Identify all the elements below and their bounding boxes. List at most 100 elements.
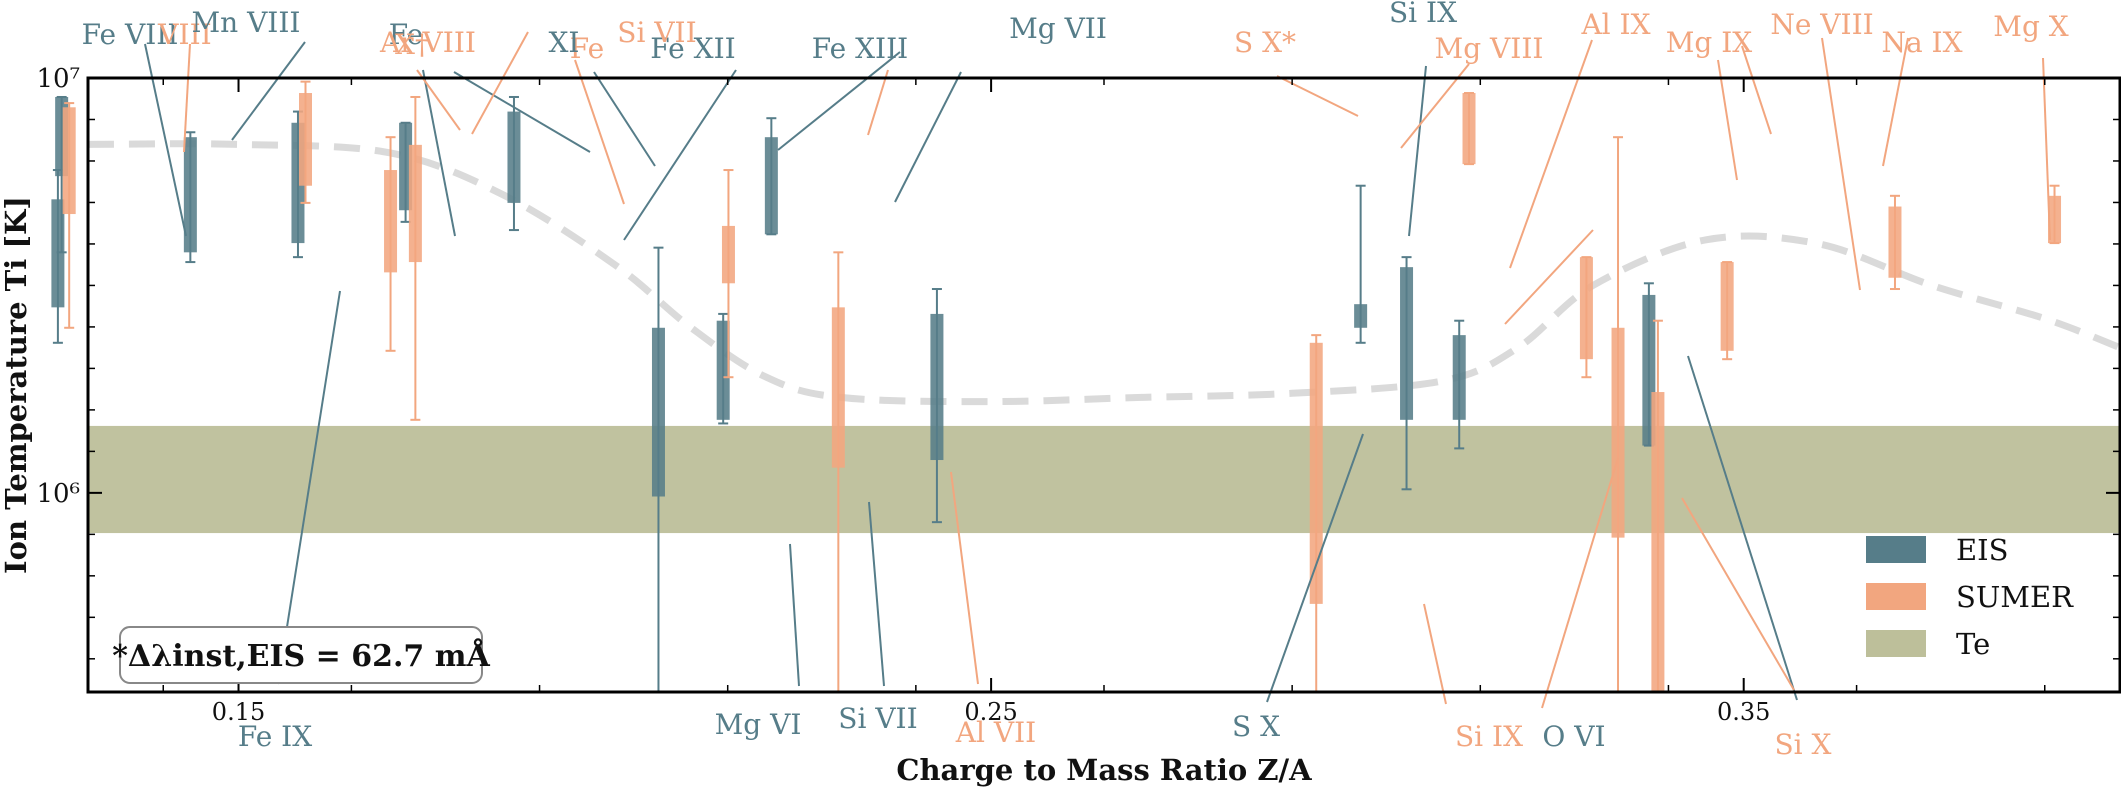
- ion-label: Mg IX: [1666, 26, 1753, 59]
- ion-label: Mn VIII: [191, 6, 300, 39]
- eis-bar: [930, 288, 944, 524]
- sumer-bar: [408, 95, 422, 421]
- sumer-bar: [62, 102, 76, 329]
- ion-label: Fe: [570, 32, 604, 65]
- y-tick-label: 10⁷: [36, 64, 80, 94]
- sumer-bar: [1611, 136, 1625, 692]
- sumer-box: [831, 307, 845, 468]
- sumer-box: [1611, 327, 1625, 538]
- label-leader-line: [1687, 355, 1798, 701]
- sumer-bar: [298, 80, 312, 204]
- eis-box: [651, 327, 665, 497]
- ion-label: Ne VIII: [1770, 8, 1873, 41]
- sumer-bar: [1888, 194, 1902, 291]
- x-tick-label: 0.25: [964, 698, 1017, 726]
- label-leader-line: [593, 71, 656, 167]
- ion-label: Si VII: [838, 702, 917, 735]
- eis-bar: [507, 95, 521, 232]
- label-leader-line: [868, 501, 885, 687]
- eis-box: [764, 137, 778, 235]
- label-leader-line: [1821, 37, 1861, 291]
- eis-box: [930, 313, 944, 461]
- sumer-bar: [721, 169, 735, 379]
- sumer-box: [1651, 392, 1665, 692]
- sumer-bar: [1462, 92, 1476, 166]
- model-temperature-curve: [87, 140, 2121, 406]
- ion-label: Fe: [389, 18, 423, 51]
- ion-label: Fe IX: [238, 720, 312, 753]
- sumer-box: [1579, 257, 1593, 360]
- label-leader-line: [623, 69, 737, 241]
- legend-label: SUMER: [1956, 580, 2074, 614]
- ion-label: Na IX: [1881, 26, 1962, 59]
- ion-label: Si X: [1775, 728, 1832, 761]
- label-leader-line: [1717, 59, 1738, 181]
- sumer-bar: [1309, 334, 1323, 692]
- sumer-box: [62, 107, 76, 215]
- legend-swatch: [1866, 536, 1926, 563]
- ion-label: Mg X: [1993, 10, 2068, 43]
- label-leader-line: [574, 59, 625, 205]
- label-leader-line: [789, 543, 800, 687]
- sumer-box: [2048, 195, 2062, 244]
- label-leader-line: [2042, 57, 2051, 241]
- x-axis-label: Charge to Mass Ratio Z/A: [896, 753, 1312, 787]
- eis-bar: [716, 312, 730, 425]
- label-leader-line: [1882, 37, 1909, 167]
- label-leader-line: [277, 290, 341, 685]
- sumer-bar: [1720, 261, 1734, 361]
- instrument-annotation: *Δλinst,EIS = 62.7 mÅ: [112, 638, 490, 674]
- eis-box: [1354, 304, 1368, 328]
- eis-box: [1400, 267, 1414, 420]
- te-band: [88, 425, 2120, 534]
- sumer-box: [298, 93, 312, 186]
- sumer-box: [408, 144, 422, 263]
- ion-label: Fe XIII: [812, 32, 908, 65]
- eis-bar: [1452, 319, 1466, 450]
- ion-label: Al VII: [955, 716, 1036, 749]
- sumer-box: [1720, 262, 1734, 351]
- ion-label: Mg VII: [1009, 12, 1107, 45]
- sumer-bar: [384, 136, 398, 352]
- label-leader-line: [867, 69, 889, 136]
- sumer-bar: [831, 251, 845, 692]
- ion-label: S X*: [1234, 26, 1296, 59]
- eis-box: [507, 111, 521, 203]
- legend-label: EIS: [1956, 533, 2009, 567]
- eis-bar: [651, 246, 665, 692]
- sumer-box: [1888, 206, 1902, 278]
- label-leader-line: [950, 471, 979, 685]
- annotation-box: [119, 626, 483, 684]
- ion-label: Fe VIII: [82, 18, 179, 51]
- sumer-box: [1462, 93, 1476, 165]
- eis-box: [399, 122, 413, 211]
- label-leader-line: [183, 43, 191, 153]
- sumer-box: [384, 170, 398, 273]
- eis-bar: [1354, 184, 1368, 344]
- label-leader-line: [422, 69, 456, 237]
- x-tick-label: 0.35: [1717, 698, 1770, 726]
- label-leader-line: [1541, 457, 1619, 709]
- eis-box: [716, 320, 730, 420]
- legend-swatch: [1866, 630, 1926, 657]
- label-leader-line: [1266, 433, 1364, 703]
- label-leader-line: [894, 71, 962, 203]
- y-axis-label: Ion Temperature Ti [K]: [0, 196, 33, 574]
- ion-label: Si IX: [1389, 0, 1457, 29]
- label-leader-line: [777, 51, 901, 151]
- eis-box: [1452, 335, 1466, 420]
- sumer-box: [721, 225, 735, 284]
- label-leader-line: [231, 41, 306, 141]
- sumer-bar: [1651, 319, 1665, 692]
- label-leader-line: [1509, 39, 1593, 269]
- ion-label: S X: [1232, 710, 1280, 743]
- eis-bar: [183, 131, 197, 264]
- ion-label: XI: [549, 26, 580, 59]
- ion-label: X†: [395, 28, 429, 61]
- label-leader-line: [144, 43, 187, 237]
- sumer-box: [1309, 342, 1323, 604]
- label-leader-line: [1504, 229, 1594, 325]
- label-leader-line: [1276, 75, 1359, 117]
